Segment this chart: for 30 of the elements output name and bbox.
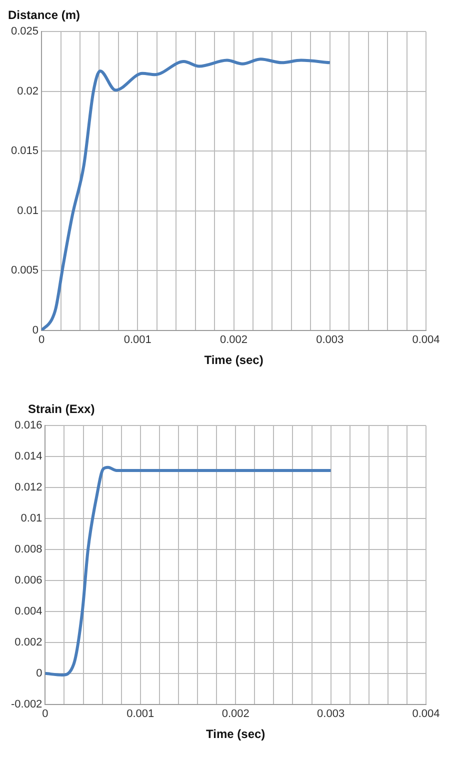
x-tick-label: 0.004 [412,708,440,720]
x-tick-label: 0.004 [412,334,440,346]
y-axis-title: Strain (Exx) [28,402,96,416]
x-tick-label: 0.003 [316,334,344,346]
y-tick-label: 0.002 [14,636,42,648]
y-tick-label: 0.02 [17,85,39,98]
y-tick-label: 0.01 [20,512,42,525]
line-series [45,466,332,676]
y-tick-label: 0.025 [10,26,39,38]
y-tick-label: 0.015 [10,145,39,158]
x-tick-label: 0.001 [124,334,152,346]
x-tick-label: 0.003 [317,708,345,720]
y-tick-label: -0.002 [10,698,42,710]
y-tick-label: 0.012 [14,482,42,494]
y-tick-label: 0.01 [17,204,39,217]
y-tick-label: 0.005 [10,264,39,277]
y-axis-title: Distance (m) [8,8,82,22]
y-tick-label: 0.014 [14,450,42,463]
y-tick-label: 0.016 [14,420,42,432]
x-tick-label: 0.002 [220,334,248,346]
y-tick-label: 0.008 [14,544,42,556]
y-tick-label: 0.006 [14,574,42,587]
y-tick-label: 0 [36,667,42,680]
x-tick-label: 0.001 [126,708,154,720]
x-axis-title: Time (sec) [204,353,264,368]
x-tick-label: 0.002 [222,708,250,720]
y-tick-label: 0.004 [14,606,42,618]
line-series [42,58,332,330]
x-axis-title: Time (sec) [206,727,266,742]
y-tick-label: 0 [32,324,39,336]
